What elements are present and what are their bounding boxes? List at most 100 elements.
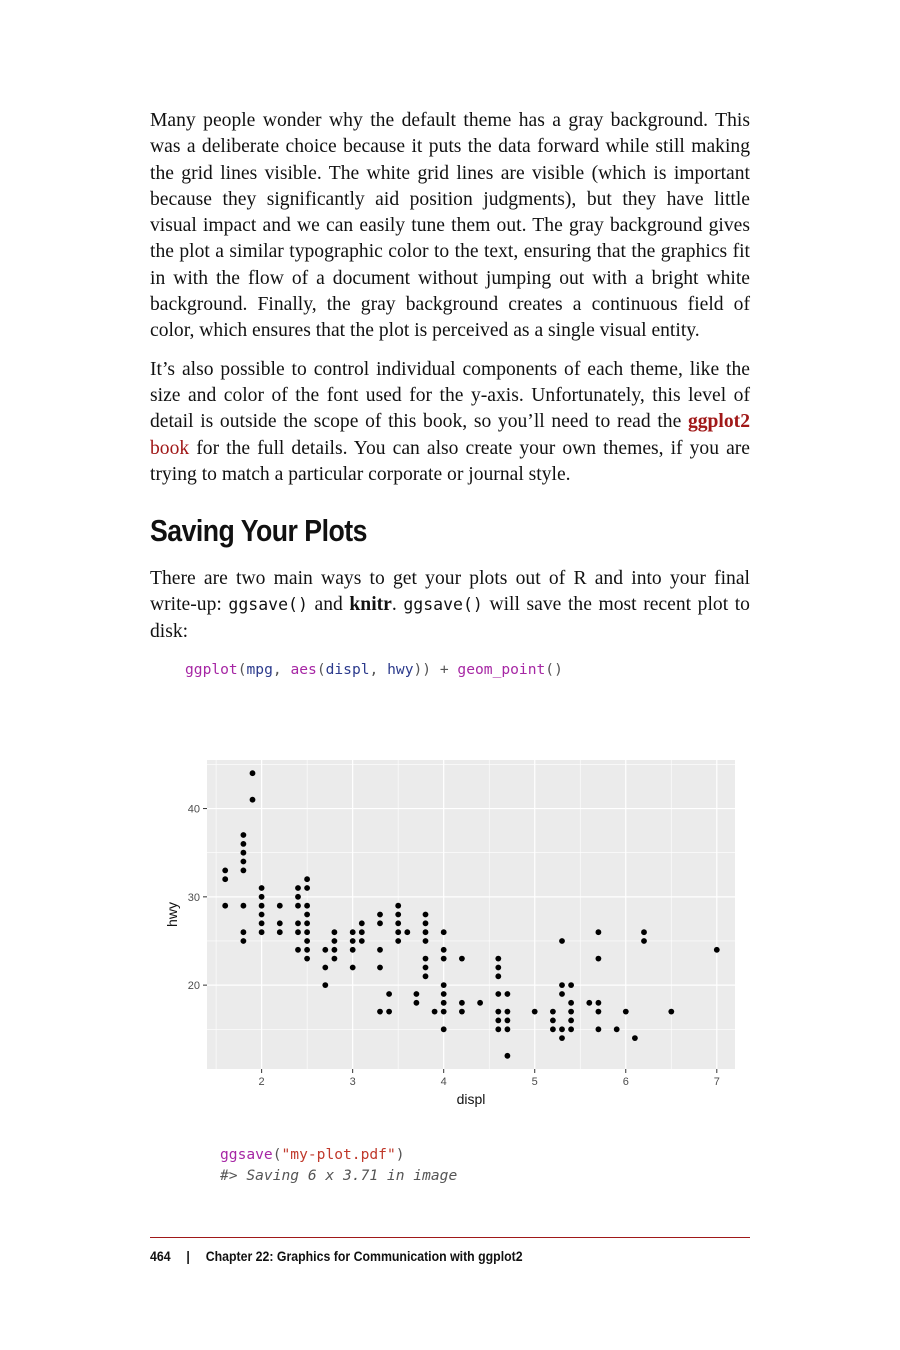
code-punct: ,: [272, 661, 291, 679]
code-punct: (: [237, 661, 247, 679]
chapter-title: Chapter 22: Graphics for Communication w…: [205, 1248, 523, 1264]
code-punct: ): [395, 1146, 405, 1163]
x-tick-label: 5: [532, 1076, 538, 1088]
data-point: [295, 902, 301, 909]
data-point: [668, 1008, 675, 1015]
data-point: [440, 946, 447, 953]
data-point: [632, 1035, 638, 1041]
data-point: [249, 770, 256, 777]
data-point: [349, 938, 356, 944]
code-fn: ggplot: [185, 661, 238, 679]
data-point: [622, 1008, 629, 1015]
data-point: [568, 1026, 574, 1033]
data-point: [559, 1035, 565, 1041]
data-point: [395, 938, 402, 944]
data-point: [249, 796, 256, 803]
data-point: [568, 1017, 574, 1024]
data-point: [495, 1026, 502, 1033]
page-number: 464: [150, 1248, 171, 1264]
data-point: [713, 946, 720, 953]
code-arg: mpg: [246, 661, 273, 679]
data-point: [322, 982, 329, 988]
data-point: [377, 920, 383, 927]
paragraph-text: There are two main ways to get your plot…: [150, 568, 750, 616]
data-point: [395, 902, 402, 909]
code-punct: (: [316, 661, 326, 679]
data-point: [377, 964, 383, 971]
data-point: [504, 1052, 511, 1059]
paragraph-theme-components: It’s also possible to control individual…: [150, 357, 750, 488]
data-point: [258, 893, 265, 900]
x-tick-label: 4: [441, 1076, 447, 1088]
data-point: [568, 999, 574, 1006]
data-point: [504, 1017, 511, 1024]
data-point: [550, 1008, 556, 1015]
data-point: [495, 973, 502, 980]
data-point: [422, 938, 429, 944]
data-point: [331, 955, 338, 962]
data-point: [222, 867, 229, 874]
data-point: [304, 938, 310, 944]
paragraph-gray-background: Many people wonder why the default theme…: [150, 110, 750, 342]
data-point: [440, 982, 447, 988]
data-point: [304, 955, 310, 962]
data-point: [413, 999, 420, 1006]
section-title: Saving Your Plots: [150, 513, 367, 549]
data-point: [595, 999, 602, 1006]
code-fn: ggsave: [220, 1146, 273, 1163]
data-point: [613, 1026, 620, 1033]
data-point: [559, 938, 565, 944]
chart-svg: 2 3 4 5 6 7 20 30 40 displ hwy: [164, 760, 735, 1107]
data-point: [413, 991, 420, 997]
data-point: [304, 929, 310, 936]
inline-code-ggsave: ggsave(): [403, 595, 483, 615]
code-block-ggplot: ggplot(mpg, aes(displ, hwy)) + geom_poin…: [185, 659, 750, 680]
ggplot2-book-link[interactable]: ggplot2 book: [150, 411, 750, 458]
data-point: [504, 1008, 511, 1015]
code-block-ggsave: ggsave("my-plot.pdf") #> Saving 6 x 3.71…: [220, 1144, 457, 1186]
paragraph-text: for the full details. You can also creat…: [150, 437, 750, 485]
data-point: [240, 858, 247, 865]
data-point: [568, 1008, 574, 1015]
code-punct: (): [545, 661, 563, 679]
data-point: [295, 946, 301, 953]
code-punct: (: [272, 1146, 282, 1163]
data-point: [349, 929, 356, 936]
data-point: [440, 929, 447, 936]
data-point: [240, 849, 247, 856]
data-point: [258, 902, 265, 909]
data-point: [422, 929, 429, 936]
footer-separator: |: [186, 1248, 190, 1264]
code-punct: ,: [369, 661, 388, 679]
paragraph-saving-intro: There are two main ways to get your plot…: [150, 566, 750, 645]
data-point: [504, 1026, 511, 1033]
data-point: [276, 920, 283, 927]
data-point: [440, 999, 447, 1006]
scatter-plot: 2 3 4 5 6 7 20 30 40 displ hwy: [160, 752, 740, 1112]
data-point: [240, 867, 247, 874]
code-arg: displ: [325, 661, 370, 679]
data-point: [349, 946, 356, 953]
data-point: [331, 946, 338, 953]
data-point: [240, 832, 247, 838]
data-point: [258, 911, 265, 918]
data-point: [295, 920, 301, 927]
data-point: [440, 955, 447, 962]
data-point: [440, 1008, 447, 1015]
data-point: [295, 885, 301, 891]
x-tick-label: 3: [350, 1076, 356, 1088]
data-point: [459, 955, 465, 962]
data-point: [459, 999, 465, 1006]
link-text: book: [150, 437, 190, 459]
data-point: [258, 920, 265, 927]
data-point: [240, 938, 247, 944]
data-point: [395, 920, 402, 927]
data-point: [641, 938, 647, 944]
data-point: [495, 955, 502, 962]
x-tick-label: 2: [259, 1076, 265, 1088]
data-point: [395, 929, 402, 936]
data-point: [495, 991, 502, 997]
code-arg: hwy: [387, 661, 414, 679]
data-point: [276, 929, 283, 936]
footer-text: 464 | Chapter 22: Graphics for Communicati…: [150, 1248, 678, 1264]
